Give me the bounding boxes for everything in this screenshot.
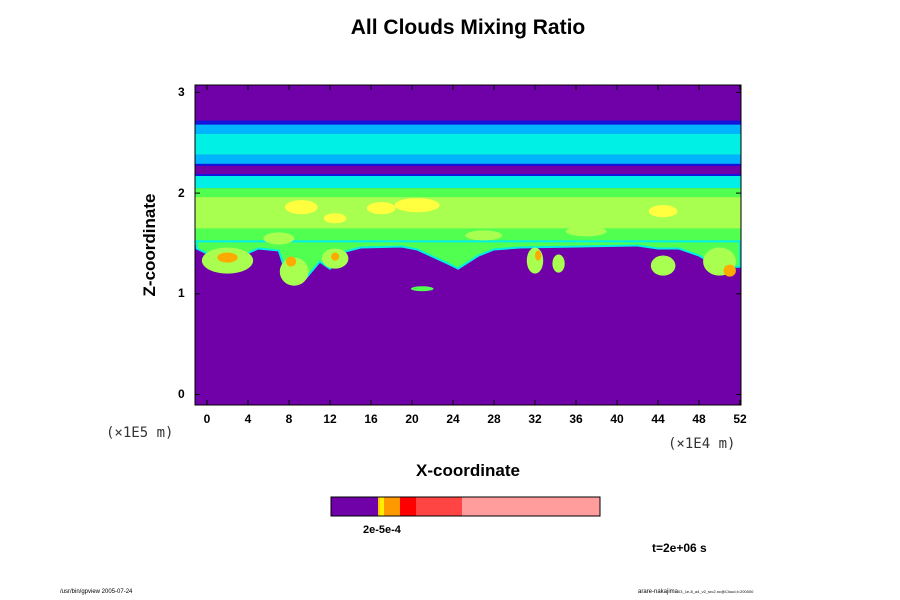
cloud-blob: [723, 264, 736, 277]
x-tick-label: 32: [528, 412, 542, 426]
y-tick-label: 2: [178, 186, 185, 200]
y-tick-label: 3: [178, 85, 185, 99]
x-tick-label: 20: [405, 412, 419, 426]
cloud-blob: [565, 226, 607, 237]
colorbar-frame: [330, 496, 601, 517]
cloud-blob: [650, 255, 676, 276]
x-axis-label: X-coordinate: [416, 461, 520, 480]
cloud-blob: [648, 205, 678, 218]
cloud-layer: [195, 175, 741, 189]
colorbar-segment: [378, 497, 380, 516]
heatmap-field: [195, 85, 741, 405]
x-tick-label: 16: [364, 412, 378, 426]
cloud-layer: [195, 154, 741, 164]
time-stamp: t=2e+06 s: [652, 541, 707, 555]
footer-program: /usr/bin/gpview 2005-07-24: [60, 589, 133, 595]
cloud-blob: [263, 232, 295, 245]
chart-title: All Clouds Mixing Ratio: [350, 16, 586, 39]
footer-author: arare-nakajima: [638, 589, 679, 595]
x-tick-label: 4: [244, 412, 252, 426]
x-tick-label: 40: [610, 412, 624, 426]
y-scale-note: (×1E5 m): [106, 425, 174, 441]
x-tick-label: 24: [446, 412, 460, 426]
cloud-blob: [284, 200, 318, 215]
colorbar-segment: [400, 497, 416, 516]
plot-frame: [194, 84, 742, 406]
colorbar-segment: [462, 497, 600, 516]
x-tick-label: 52: [733, 412, 747, 426]
cloud-blob: [552, 254, 565, 273]
x-scale-note: (×1E4 m): [668, 436, 736, 452]
x-tick-label: 48: [692, 412, 706, 426]
x-tick-label: 36: [569, 412, 583, 426]
colorbar-segment: [416, 497, 462, 516]
x-tick-label: 44: [651, 412, 665, 426]
cloud-layer: [195, 124, 741, 134]
y-axis-label: Z-coordinate: [140, 193, 159, 297]
colorbar-segment: [331, 497, 378, 516]
y-tick-label: 0: [178, 387, 185, 401]
x-tick-label: 0: [203, 412, 211, 426]
cloud-layer: [195, 165, 741, 174]
cloud-blob: [535, 250, 542, 261]
colorbar-segment: [388, 497, 400, 516]
footer-file: 03_1e-8_a4_v2_src2.nc@Cloud,t=200000: [678, 589, 754, 594]
cloud-blob: [217, 252, 238, 263]
cloud-blob: [394, 198, 440, 213]
cloud-blob: [366, 202, 396, 215]
cloud-blob: [323, 213, 347, 224]
x-tick-label: 12: [323, 412, 337, 426]
colorbar-label: 2e-5e-4: [363, 524, 401, 536]
x-tick-label: 8: [285, 412, 293, 426]
x-tick-label: 28: [487, 412, 501, 426]
footer-source: arare-nakajima03_1e-8_a4_v2_src2.nc@Clou…: [638, 589, 753, 595]
colorbar-segment: [384, 497, 388, 516]
cloud-blob: [285, 256, 297, 267]
colorbar-segment: [380, 497, 384, 516]
cloud-blob: [331, 252, 340, 261]
cloud-blob: [465, 230, 503, 241]
y-tick-label: 1: [178, 286, 185, 300]
cloud-layer: [195, 133, 741, 155]
cloud-blob: [526, 247, 544, 274]
cloud-blob: [410, 286, 434, 292]
